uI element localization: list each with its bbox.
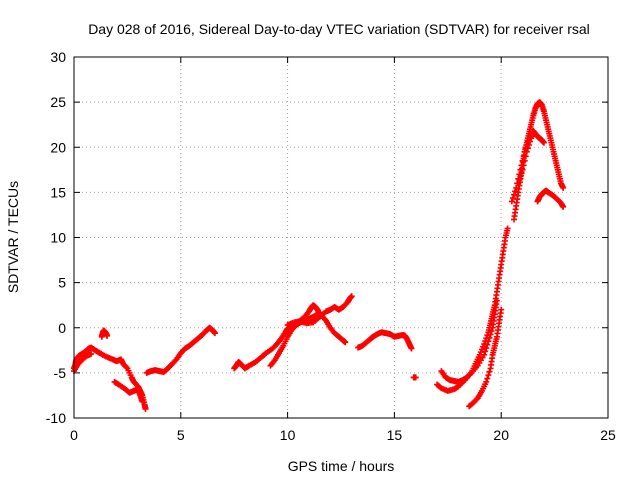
- data-point: [493, 297, 500, 304]
- data-point: [521, 148, 528, 155]
- data-point: [211, 330, 218, 337]
- data-point: [142, 405, 149, 412]
- y-tick-label: 25: [50, 94, 66, 110]
- series-segment-a2: [71, 350, 95, 375]
- data-point: [512, 188, 519, 195]
- data-point: [348, 293, 355, 300]
- y-tick-label: 10: [50, 230, 66, 246]
- data-point: [523, 141, 530, 148]
- data-point: [509, 195, 516, 202]
- x-tick-label: 0: [70, 427, 78, 443]
- y-axis-label: SDTVAR / TECUs: [5, 181, 21, 293]
- data-point: [123, 364, 130, 371]
- data-point: [522, 145, 529, 152]
- series-segment-o: [534, 187, 567, 210]
- chart-title: Day 028 of 2016, Sidereal Day-to-day VTE…: [88, 21, 590, 37]
- data-point: [483, 345, 490, 352]
- x-tick-label: 10: [280, 427, 296, 443]
- y-tick-label: 20: [50, 139, 66, 155]
- data-point: [524, 138, 531, 145]
- data-point: [104, 332, 111, 339]
- data-point: [484, 341, 491, 348]
- y-tick-label: 15: [50, 184, 66, 200]
- data-points: [71, 99, 567, 412]
- data-point: [485, 372, 492, 379]
- data-point: [139, 398, 146, 405]
- data-point: [517, 166, 524, 173]
- data-point: [504, 225, 511, 232]
- y-tick-label: -10: [46, 410, 66, 426]
- data-point: [514, 180, 521, 187]
- data-point: [560, 203, 567, 210]
- series-segment-l: [511, 99, 567, 223]
- series-segment-c: [111, 378, 146, 405]
- grid: [74, 57, 608, 418]
- data-point: [486, 334, 493, 341]
- data-point: [516, 171, 523, 178]
- data-point: [484, 375, 491, 382]
- data-point: [515, 175, 522, 182]
- series-segment-i: [438, 225, 511, 385]
- data-point: [519, 157, 526, 164]
- data-point: [560, 184, 567, 191]
- data-point: [513, 184, 520, 191]
- x-tick-label: 20: [493, 427, 509, 443]
- series-segment-d: [143, 324, 218, 376]
- data-point: [408, 345, 415, 352]
- data-point: [412, 374, 419, 381]
- data-point: [488, 328, 495, 335]
- y-tick-label: 0: [58, 320, 66, 336]
- data-point: [540, 139, 547, 146]
- y-tick-label: 30: [50, 49, 66, 65]
- data-point: [88, 350, 95, 357]
- data-point: [483, 378, 490, 385]
- x-tick-label: 25: [600, 427, 616, 443]
- series-segment-h: [410, 374, 419, 381]
- plot-frame: [73, 56, 609, 419]
- series-segment-j: [434, 297, 500, 394]
- axis-ticks: 0 5 10 15 20 25 -10 -5 0 5 10 15 20 25 30: [46, 49, 616, 443]
- data-point: [520, 153, 527, 160]
- series-segment-g: [355, 329, 415, 352]
- series-segment-k: [466, 306, 505, 410]
- data-point: [485, 338, 492, 345]
- x-tick-label: 5: [177, 427, 185, 443]
- data-point: [511, 191, 518, 198]
- data-point: [498, 306, 505, 313]
- y-tick-label: -5: [54, 365, 67, 381]
- series-segment-m: [515, 128, 547, 187]
- series-segment-b: [98, 327, 111, 340]
- data-point: [508, 198, 515, 205]
- data-point: [486, 368, 493, 375]
- data-point: [482, 348, 489, 355]
- data-point: [342, 339, 349, 346]
- data-point: [518, 162, 525, 169]
- series-segment-a: [71, 344, 149, 412]
- y-tick-label: 5: [58, 275, 66, 291]
- data-point: [481, 351, 488, 358]
- data-point: [525, 135, 532, 142]
- x-axis-label: GPS time / hours: [288, 458, 395, 474]
- series-segment-f2: [284, 293, 355, 329]
- data-point: [516, 176, 523, 183]
- x-tick-label: 15: [387, 427, 403, 443]
- data-point: [487, 331, 494, 338]
- series-segment-n: [508, 135, 532, 205]
